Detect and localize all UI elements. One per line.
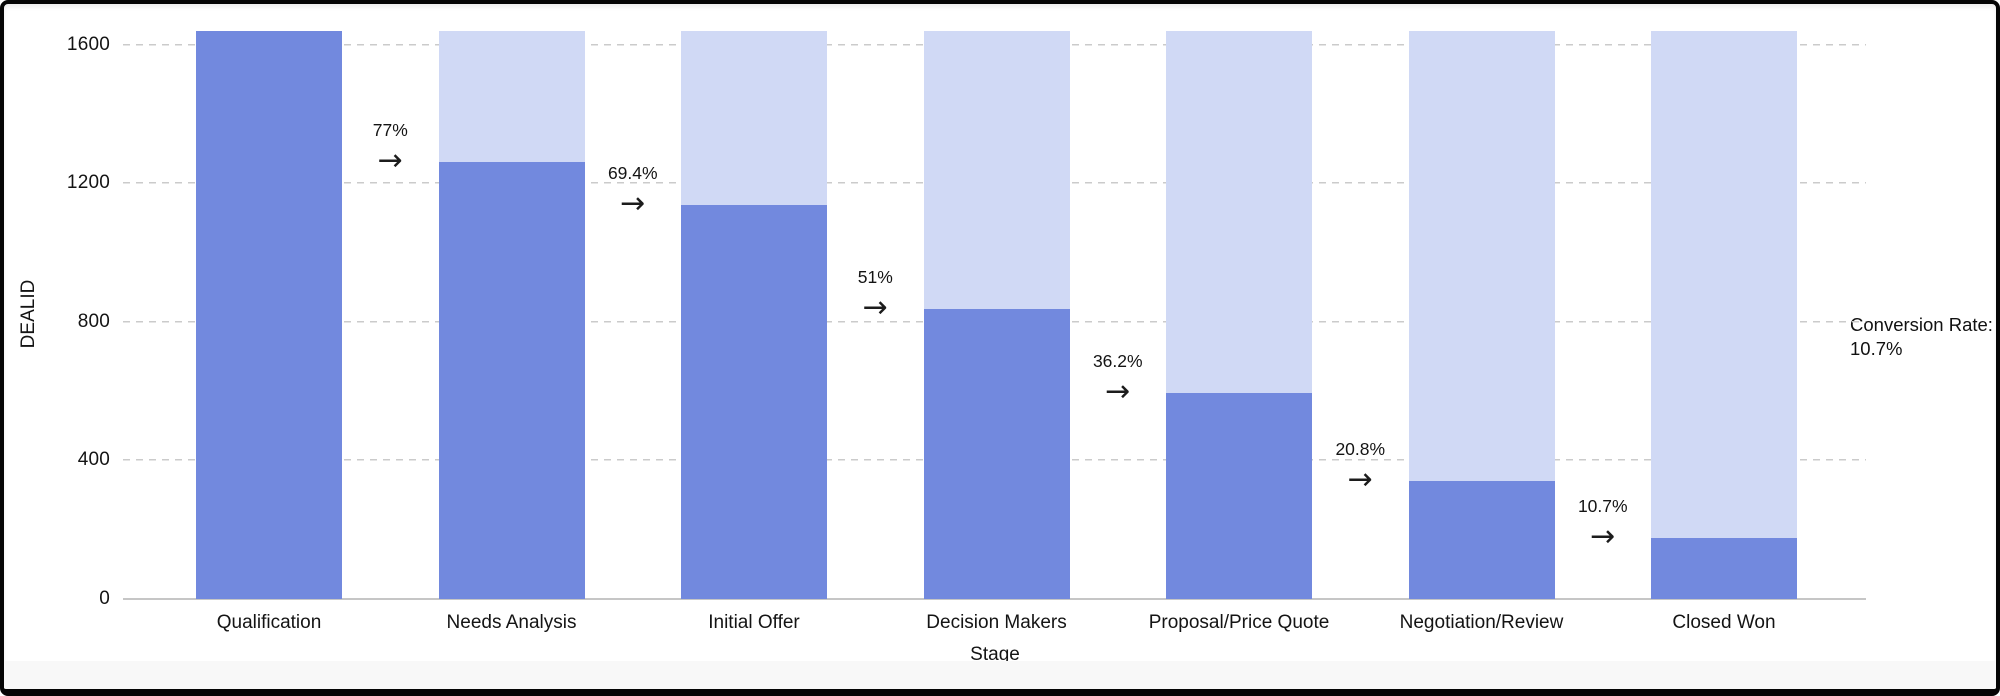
- x-tick-label-6: Closed Won: [1672, 612, 1776, 633]
- right-arrow-icon-1: →: [620, 185, 646, 221]
- bar-value-3[interactable]: [923, 309, 1070, 599]
- x-tick-label-3: Decision Makers: [926, 612, 1067, 633]
- conversion-rate-label-1: 69.4%: [607, 162, 658, 183]
- bar-value-0[interactable]: [196, 31, 342, 599]
- x-tick-label-5: Negotiation/Review: [1399, 612, 1564, 633]
- right-arrow-icon-5: →: [1590, 519, 1616, 555]
- overall-conversion-note: Conversion Rate: 10.7%: [1850, 313, 1993, 361]
- conversion-rate-label-2: 51%: [857, 267, 893, 288]
- x-axis-title: Stage: [970, 644, 1020, 665]
- bar-value-1[interactable]: [438, 161, 585, 599]
- y-tick-label-400: 400: [77, 449, 110, 471]
- x-tick-label-1: Needs Analysis: [446, 612, 577, 633]
- right-arrow-icon-4: →: [1347, 461, 1373, 497]
- x-tick-label-0: Qualification: [216, 612, 322, 633]
- bar-value-5[interactable]: [1408, 480, 1555, 599]
- y-tick-label-1200: 1200: [66, 172, 110, 194]
- conversion-rate-label-5: 10.7%: [1577, 496, 1628, 517]
- bar-value-2[interactable]: [681, 204, 827, 599]
- y-tick-label-0: 0: [99, 588, 110, 609]
- overall-conversion-note-line1: Conversion Rate:: [1850, 314, 1993, 335]
- x-tick-label-2: Initial Offer: [708, 612, 800, 633]
- bar-background-6: [1651, 31, 1797, 599]
- conversion-rate-label-0: 77%: [372, 119, 408, 140]
- y-axis-title: DEALID: [18, 279, 39, 349]
- conversion-rate-label-4: 20.8%: [1335, 438, 1386, 459]
- overall-conversion-note-line2: 10.7%: [1850, 338, 1903, 359]
- bar-value-6[interactable]: [1651, 538, 1797, 599]
- x-tick-label-4: Proposal/Price Quote: [1148, 612, 1330, 633]
- x-axis-line: [123, 598, 1866, 600]
- plot-area: DEALID Stage Conversion Rate: 10.7% 0 400…: [4, 4, 1996, 689]
- y-tick-label-800: 800: [77, 310, 110, 332]
- y-tick-label-1600: 1600: [66, 33, 110, 55]
- conversion-rate-label-3: 36.2%: [1092, 351, 1143, 372]
- right-arrow-icon-0: →: [377, 142, 403, 178]
- right-arrow-icon-3: →: [1105, 374, 1131, 410]
- footer-band: [4, 661, 1996, 689]
- bar-value-4[interactable]: [1166, 393, 1312, 599]
- right-arrow-icon-2: →: [862, 290, 888, 326]
